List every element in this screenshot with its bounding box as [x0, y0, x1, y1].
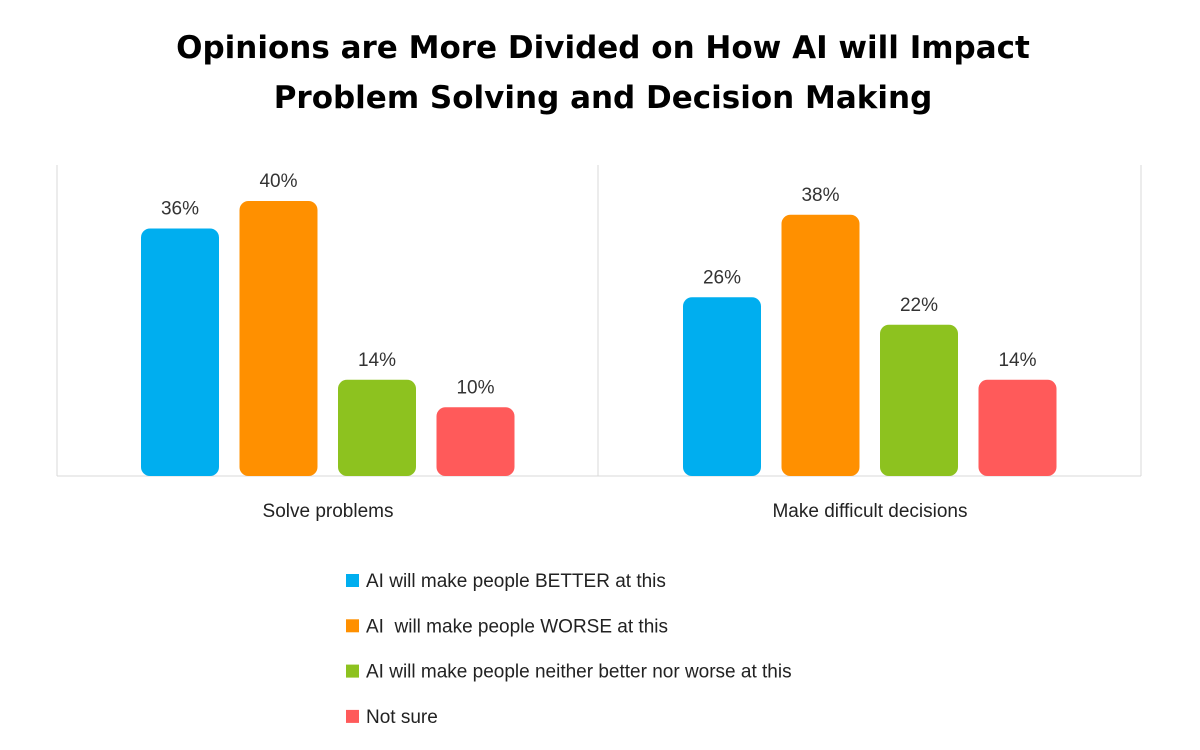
data-label: 14% — [358, 350, 396, 371]
category-label-make-difficult-decisions: Make difficult decisions — [772, 501, 967, 522]
legend-swatch — [346, 574, 359, 587]
legend-label: Not sure — [366, 707, 438, 728]
legend-swatch — [346, 664, 359, 678]
plot-frame — [56, 165, 1142, 477]
bar-1-solve-problems — [141, 228, 219, 476]
data-labels: 36% 26% 40% 38% 14% 22% 10% 14% — [161, 171, 1037, 398]
bar-3-make-difficult-decisions — [880, 324, 958, 476]
chart-title-line-1: Opinions are More Divided on How AI will… — [176, 30, 1030, 66]
legend-swatch — [346, 619, 359, 633]
bar-3-solve-problems — [338, 379, 416, 476]
data-label: 38% — [801, 185, 839, 206]
category-label-solve-problems: Solve problems — [263, 501, 394, 522]
data-label: 22% — [900, 295, 938, 316]
bar-1-make-difficult-decisions — [683, 297, 761, 476]
data-label: 14% — [998, 350, 1036, 371]
legend-label: AI will make people BETTER at this — [366, 571, 666, 592]
bar-4-solve-problems — [436, 407, 515, 476]
bars — [141, 201, 1057, 476]
data-label: 26% — [703, 267, 741, 288]
chart-title-line-2: Problem Solving and Decision Making — [274, 80, 933, 116]
bar-4-make-difficult-decisions — [978, 379, 1057, 476]
legend-swatch — [346, 709, 359, 723]
bar-2-solve-problems — [239, 201, 318, 476]
bar-2-make-difficult-decisions — [781, 214, 860, 476]
legend: AI will make people BETTER at this AI wil… — [346, 571, 792, 728]
legend-label: AI will make people neither better nor w… — [366, 662, 792, 683]
data-label: 36% — [161, 199, 199, 220]
data-label: 40% — [259, 171, 297, 192]
data-label: 10% — [456, 377, 494, 398]
legend-label: AI will make people WORSE at this — [366, 616, 668, 637]
